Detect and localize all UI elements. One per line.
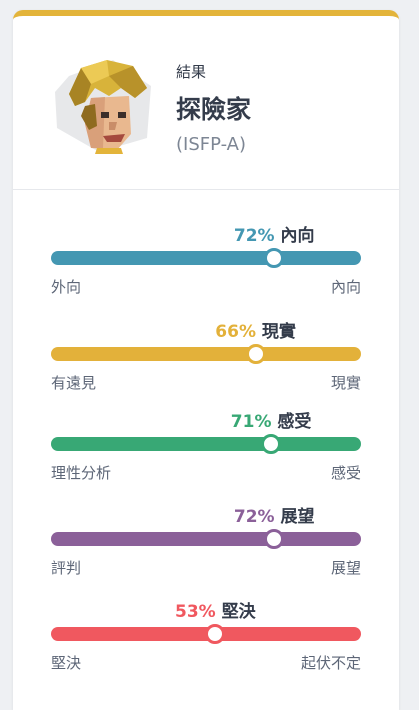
trait-percent: 71% xyxy=(230,412,272,432)
trait-right-label: 起伏不定 xyxy=(300,654,361,672)
trait-nature: 71% 感受 理性分析 感受 xyxy=(51,407,361,482)
result-label: 結果 xyxy=(176,63,207,81)
trait-knob xyxy=(264,248,285,268)
personality-type-name: 探險家 xyxy=(176,95,252,124)
result-card: 結果 探險家 (ISFP-A) 72% 內向 外向 內向 66% 現實 有遠見 … xyxy=(13,10,399,710)
trait-identity: 53% 堅決 堅決 起伏不定 xyxy=(51,597,361,672)
trait-title: 66% 現實 xyxy=(215,317,296,342)
trait-percent: 72% xyxy=(233,226,275,246)
trait-bar xyxy=(51,624,361,644)
trait-bar xyxy=(51,529,361,549)
trait-knob xyxy=(245,344,266,364)
trait-percent: 66% xyxy=(215,322,256,342)
personality-type-code: (ISFP-A) xyxy=(176,134,247,155)
trait-title: 71% 感受 xyxy=(231,407,312,432)
trait-name: 現實 xyxy=(261,322,296,342)
trait-name: 堅決 xyxy=(221,602,256,622)
trait-percent: 53% xyxy=(174,602,216,622)
trait-bar xyxy=(51,344,361,364)
trait-title: 72% 展望 xyxy=(234,502,315,527)
trait-right-label: 現實 xyxy=(330,374,361,392)
trait-energy: 72% 內向 外向 內向 xyxy=(51,221,361,296)
trait-tactics: 72% 展望 評判 展望 xyxy=(51,502,361,577)
trait-percent: 72% xyxy=(233,507,275,527)
trait-left-label: 有遠見 xyxy=(51,374,97,392)
trait-right-label: 內向 xyxy=(330,278,361,296)
trait-name: 感受 xyxy=(277,412,312,432)
trait-knob xyxy=(264,529,285,549)
trait-bar xyxy=(51,434,361,454)
result-header: 結果 探險家 (ISFP-A) xyxy=(13,16,399,190)
trait-left-label: 理性分析 xyxy=(51,464,112,482)
blond-explorer-avatar-icon xyxy=(55,60,151,154)
trait-mind: 66% 現實 有遠見 現實 xyxy=(51,317,361,392)
trait-name: 展望 xyxy=(280,507,315,527)
trait-title: 72% 內向 xyxy=(234,221,315,246)
trait-left-label: 堅決 xyxy=(51,654,82,672)
trait-knob xyxy=(205,624,226,644)
trait-left-label: 外向 xyxy=(51,278,82,296)
trait-right-label: 展望 xyxy=(330,559,361,577)
trait-name: 內向 xyxy=(280,226,315,246)
trait-title: 53% 堅決 xyxy=(175,597,256,622)
trait-left-label: 評判 xyxy=(51,559,82,577)
trait-bar xyxy=(51,248,361,268)
trait-right-label: 感受 xyxy=(330,464,361,482)
trait-knob xyxy=(261,434,282,454)
